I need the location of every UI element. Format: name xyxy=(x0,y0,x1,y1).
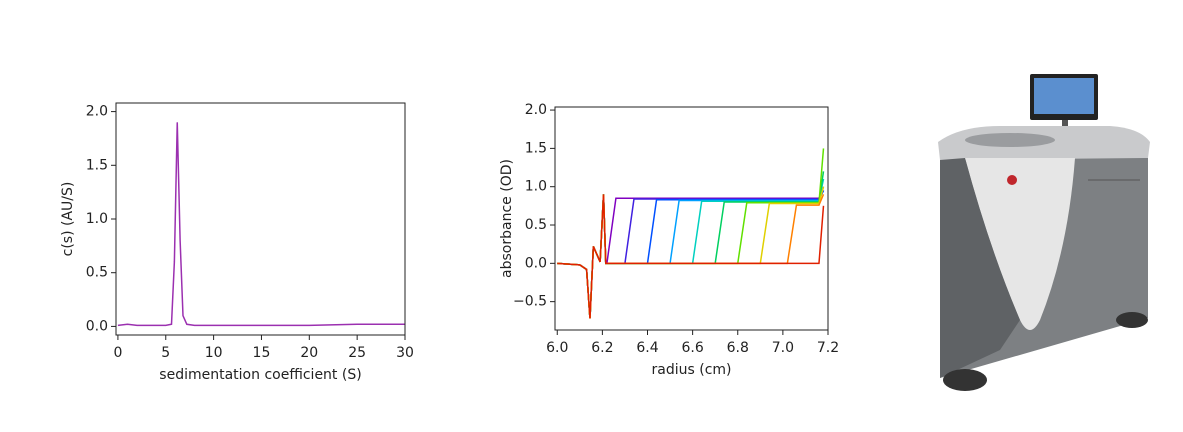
x-tick-label: 5 xyxy=(161,345,170,361)
cabinet-side xyxy=(940,158,1020,378)
y-tick-label: 1.0 xyxy=(86,211,108,227)
x-tick-label: 6.4 xyxy=(636,340,658,356)
x-axis-label: radius (cm) xyxy=(652,362,732,378)
x-tick-label: 7.0 xyxy=(772,340,794,356)
y-tick-label: 0.5 xyxy=(525,217,547,233)
y-tick-label: 1.5 xyxy=(525,140,547,156)
y-tick-label: 2.0 xyxy=(525,102,547,118)
x-tick-label: 15 xyxy=(253,345,271,361)
y-tick-label: 0.5 xyxy=(86,265,108,281)
x-tick-label: 10 xyxy=(205,345,223,361)
y-tick-label: −0.5 xyxy=(513,294,547,310)
y-tick-label: 1.0 xyxy=(525,179,547,195)
x-tick-label: 6.0 xyxy=(546,340,568,356)
y-tick-label: 1.5 xyxy=(86,157,108,173)
data-line xyxy=(557,194,825,319)
front-panel xyxy=(965,158,1075,330)
x-tick-label: 0 xyxy=(113,345,122,361)
instrument-photo xyxy=(938,74,1150,391)
logo xyxy=(1007,175,1017,185)
x-tick-label: 30 xyxy=(396,345,414,361)
data-line xyxy=(117,122,405,327)
data-line xyxy=(557,186,825,319)
data-line xyxy=(557,148,825,319)
foot xyxy=(1116,312,1148,328)
rotor-lid xyxy=(965,133,1055,147)
y-tick-label: 0.0 xyxy=(86,318,108,334)
y-axis-label: c(s) (AU/S) xyxy=(60,182,76,257)
x-tick-label: 20 xyxy=(300,345,318,361)
x-tick-label: 7.2 xyxy=(817,340,839,356)
x-tick-label: 6.2 xyxy=(591,340,613,356)
data-line xyxy=(557,171,825,319)
data-line xyxy=(557,186,825,319)
x-tick-label: 6.6 xyxy=(681,340,703,356)
x-axis-label: sedimentation coefficient (S) xyxy=(159,367,361,383)
plot-frame xyxy=(554,106,829,331)
foot xyxy=(943,369,987,391)
y-axis-label: absorbance (OD) xyxy=(499,159,515,278)
x-tick-label: 6.8 xyxy=(727,340,749,356)
y-tick-label: 0.0 xyxy=(525,255,547,271)
x-tick-label: 25 xyxy=(348,345,366,361)
monitor-screen xyxy=(1034,78,1094,114)
y-tick-label: 2.0 xyxy=(86,104,108,120)
plot-frame xyxy=(115,102,406,336)
